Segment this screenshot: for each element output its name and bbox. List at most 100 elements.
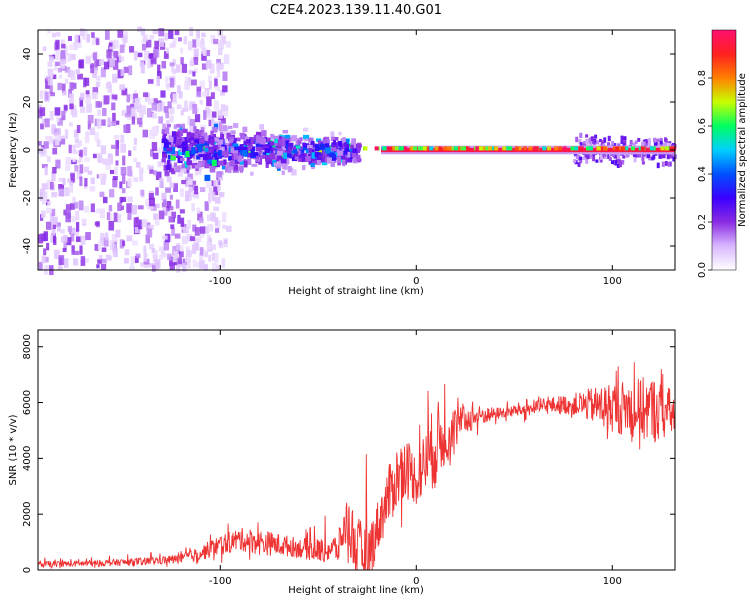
spectrogram-cell bbox=[578, 139, 582, 145]
spectrogram-cell bbox=[212, 263, 217, 272]
spectrogram-cell bbox=[48, 56, 55, 62]
spectrogram-cell bbox=[611, 140, 615, 146]
spectrogram-cell bbox=[250, 148, 255, 155]
spectrogram-cell bbox=[274, 141, 278, 147]
spectrogram-cell bbox=[579, 142, 583, 148]
spectrogram-cell bbox=[106, 49, 112, 59]
spectrogram-cell bbox=[208, 137, 213, 144]
spectrogram-cell bbox=[133, 217, 139, 227]
spectrogram-cell bbox=[221, 258, 226, 268]
spectrogram-cell bbox=[182, 128, 188, 134]
spectrogram-cell bbox=[72, 196, 76, 204]
spectrogram-cell bbox=[662, 152, 666, 159]
spectrogram-cell bbox=[130, 256, 134, 266]
spectrogram-cell bbox=[465, 146, 470, 151]
spectrogram-cell bbox=[166, 206, 170, 213]
spectrogram-cell bbox=[259, 124, 265, 130]
spectrogram-cell bbox=[443, 146, 448, 151]
spectrogram-cell bbox=[127, 177, 132, 187]
spectrogram-cell bbox=[140, 261, 145, 268]
spectrogram-cell bbox=[149, 35, 155, 40]
spectrogram-cell bbox=[140, 28, 146, 36]
spectrogram-cell bbox=[162, 235, 168, 240]
spectrogram-cell bbox=[64, 187, 70, 197]
spectrogram-cell bbox=[615, 146, 620, 151]
spectrogram-cell bbox=[658, 139, 662, 143]
spectrogram-cell bbox=[128, 150, 132, 157]
spectrogram-cell bbox=[133, 50, 138, 61]
spectrogram-cell bbox=[211, 252, 216, 261]
spectrogram-cell bbox=[81, 218, 87, 225]
spectrogram-cell bbox=[58, 188, 65, 197]
spectrogram-cell bbox=[99, 208, 106, 219]
spectrogram-cell bbox=[72, 229, 79, 236]
spectrogram-cell bbox=[141, 44, 147, 51]
spectrogram-cell bbox=[47, 68, 54, 78]
spectrogram-cell bbox=[44, 118, 50, 128]
spectrogram-cell bbox=[222, 71, 228, 81]
spectrogram-cell bbox=[661, 161, 665, 167]
spectrogram-cell bbox=[85, 232, 91, 241]
spectrogram-cell bbox=[265, 161, 269, 168]
spectrogram-ylabel: Frequency (Hz) bbox=[8, 112, 19, 188]
spectrogram-cell bbox=[196, 30, 200, 40]
spectrogram-cell bbox=[207, 224, 214, 232]
spectrogram-cell bbox=[652, 154, 656, 160]
spectrogram-y-tick-label: -20 bbox=[22, 190, 33, 206]
spectrogram-cell bbox=[90, 177, 95, 185]
spectrogram-cell bbox=[46, 242, 50, 251]
spectrogram-cell bbox=[76, 125, 81, 133]
spectrogram-cell bbox=[169, 205, 174, 211]
spectrogram-cell bbox=[189, 236, 196, 241]
spectrogram-cell bbox=[121, 110, 126, 116]
spectrogram-cell bbox=[143, 253, 148, 262]
spectrogram-cell bbox=[199, 80, 205, 90]
spectrogram-cell bbox=[167, 253, 172, 261]
spectrogram-x-tick-label: 100 bbox=[603, 276, 622, 287]
spectrogram-cell bbox=[579, 156, 583, 161]
spectrogram-cell bbox=[83, 205, 90, 213]
spectrogram-cell bbox=[353, 156, 358, 162]
spectrogram-cell bbox=[71, 215, 76, 223]
spectrogram-cell bbox=[201, 51, 207, 61]
spectrogram-cell bbox=[165, 47, 170, 54]
spectrogram-cell bbox=[77, 159, 81, 164]
spectrogram-cell bbox=[193, 57, 199, 65]
spectrogram-cell bbox=[71, 245, 75, 255]
spectrogram-cell bbox=[80, 256, 86, 266]
spectrogram-cell bbox=[326, 157, 332, 164]
spectrogram-cell bbox=[39, 151, 43, 157]
spectrogram-cell bbox=[206, 96, 212, 107]
spectrogram-cell bbox=[212, 145, 218, 150]
spectrogram-cell bbox=[212, 127, 218, 133]
spectrogram-cell bbox=[206, 49, 211, 57]
spectrogram-cell bbox=[167, 154, 172, 160]
spectrogram-cell bbox=[55, 159, 61, 169]
spectrogram-cell bbox=[659, 140, 663, 145]
spectrogram-cell bbox=[165, 76, 169, 83]
spectrogram-cell bbox=[92, 87, 99, 95]
spectrogram-cell bbox=[177, 144, 183, 149]
spectrogram-cell bbox=[54, 249, 59, 258]
spectrogram-cell bbox=[259, 137, 265, 145]
spectrogram-cell bbox=[95, 101, 101, 108]
spectrogram-cell bbox=[73, 258, 79, 266]
spectrogram-cell bbox=[187, 173, 193, 179]
spectrogram-cell bbox=[637, 152, 641, 157]
spectrogram-cell bbox=[438, 146, 443, 151]
spectrogram-cell bbox=[103, 61, 110, 70]
spectrogram-cell bbox=[664, 137, 668, 142]
spectrogram-cell bbox=[174, 233, 181, 239]
spectrogram-cell bbox=[112, 73, 117, 84]
spectrogram-cell bbox=[194, 131, 200, 138]
spectrogram-cell bbox=[181, 163, 185, 169]
spectrogram-cell bbox=[63, 235, 68, 243]
spectrogram-cell bbox=[616, 163, 620, 168]
spectrogram-cell bbox=[153, 170, 157, 176]
spectrogram-cell bbox=[633, 157, 637, 163]
spectrogram-cell bbox=[46, 207, 52, 214]
spectrogram-cell bbox=[669, 146, 674, 151]
spectrogram-y-ticks: -40 -20 0 20 40 bbox=[22, 48, 675, 254]
spectrogram-cell bbox=[221, 154, 225, 160]
spectrogram-cell bbox=[70, 231, 75, 242]
